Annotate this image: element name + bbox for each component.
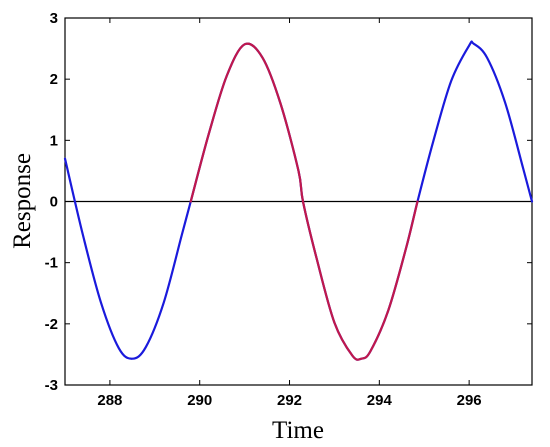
y-tick-label: -3 (45, 377, 58, 394)
x-tick-label: 296 (457, 392, 482, 409)
y-tick-label: -1 (45, 255, 58, 272)
y-axis-ticks: -3 -2 -1 0 1 2 3 (45, 10, 532, 394)
series-line-1 (189, 42, 419, 361)
y-tick-label: 2 (50, 71, 58, 88)
x-tick-label: 288 (97, 392, 122, 409)
y-tick-label: 1 (50, 132, 58, 149)
y-tick-label: -2 (45, 316, 58, 333)
y-tick-label: 3 (50, 10, 58, 27)
y-tick-label: 0 (50, 194, 58, 211)
x-axis-label: Time (272, 417, 324, 444)
x-tick-label: 294 (367, 392, 393, 409)
x-axis-ticks: 288 290 292 294 296 (97, 18, 482, 409)
y-axis-label: Response (9, 153, 36, 249)
x-tick-label: 292 (277, 392, 302, 409)
x-tick-label: 290 (187, 392, 212, 409)
series-group (63, 40, 534, 361)
